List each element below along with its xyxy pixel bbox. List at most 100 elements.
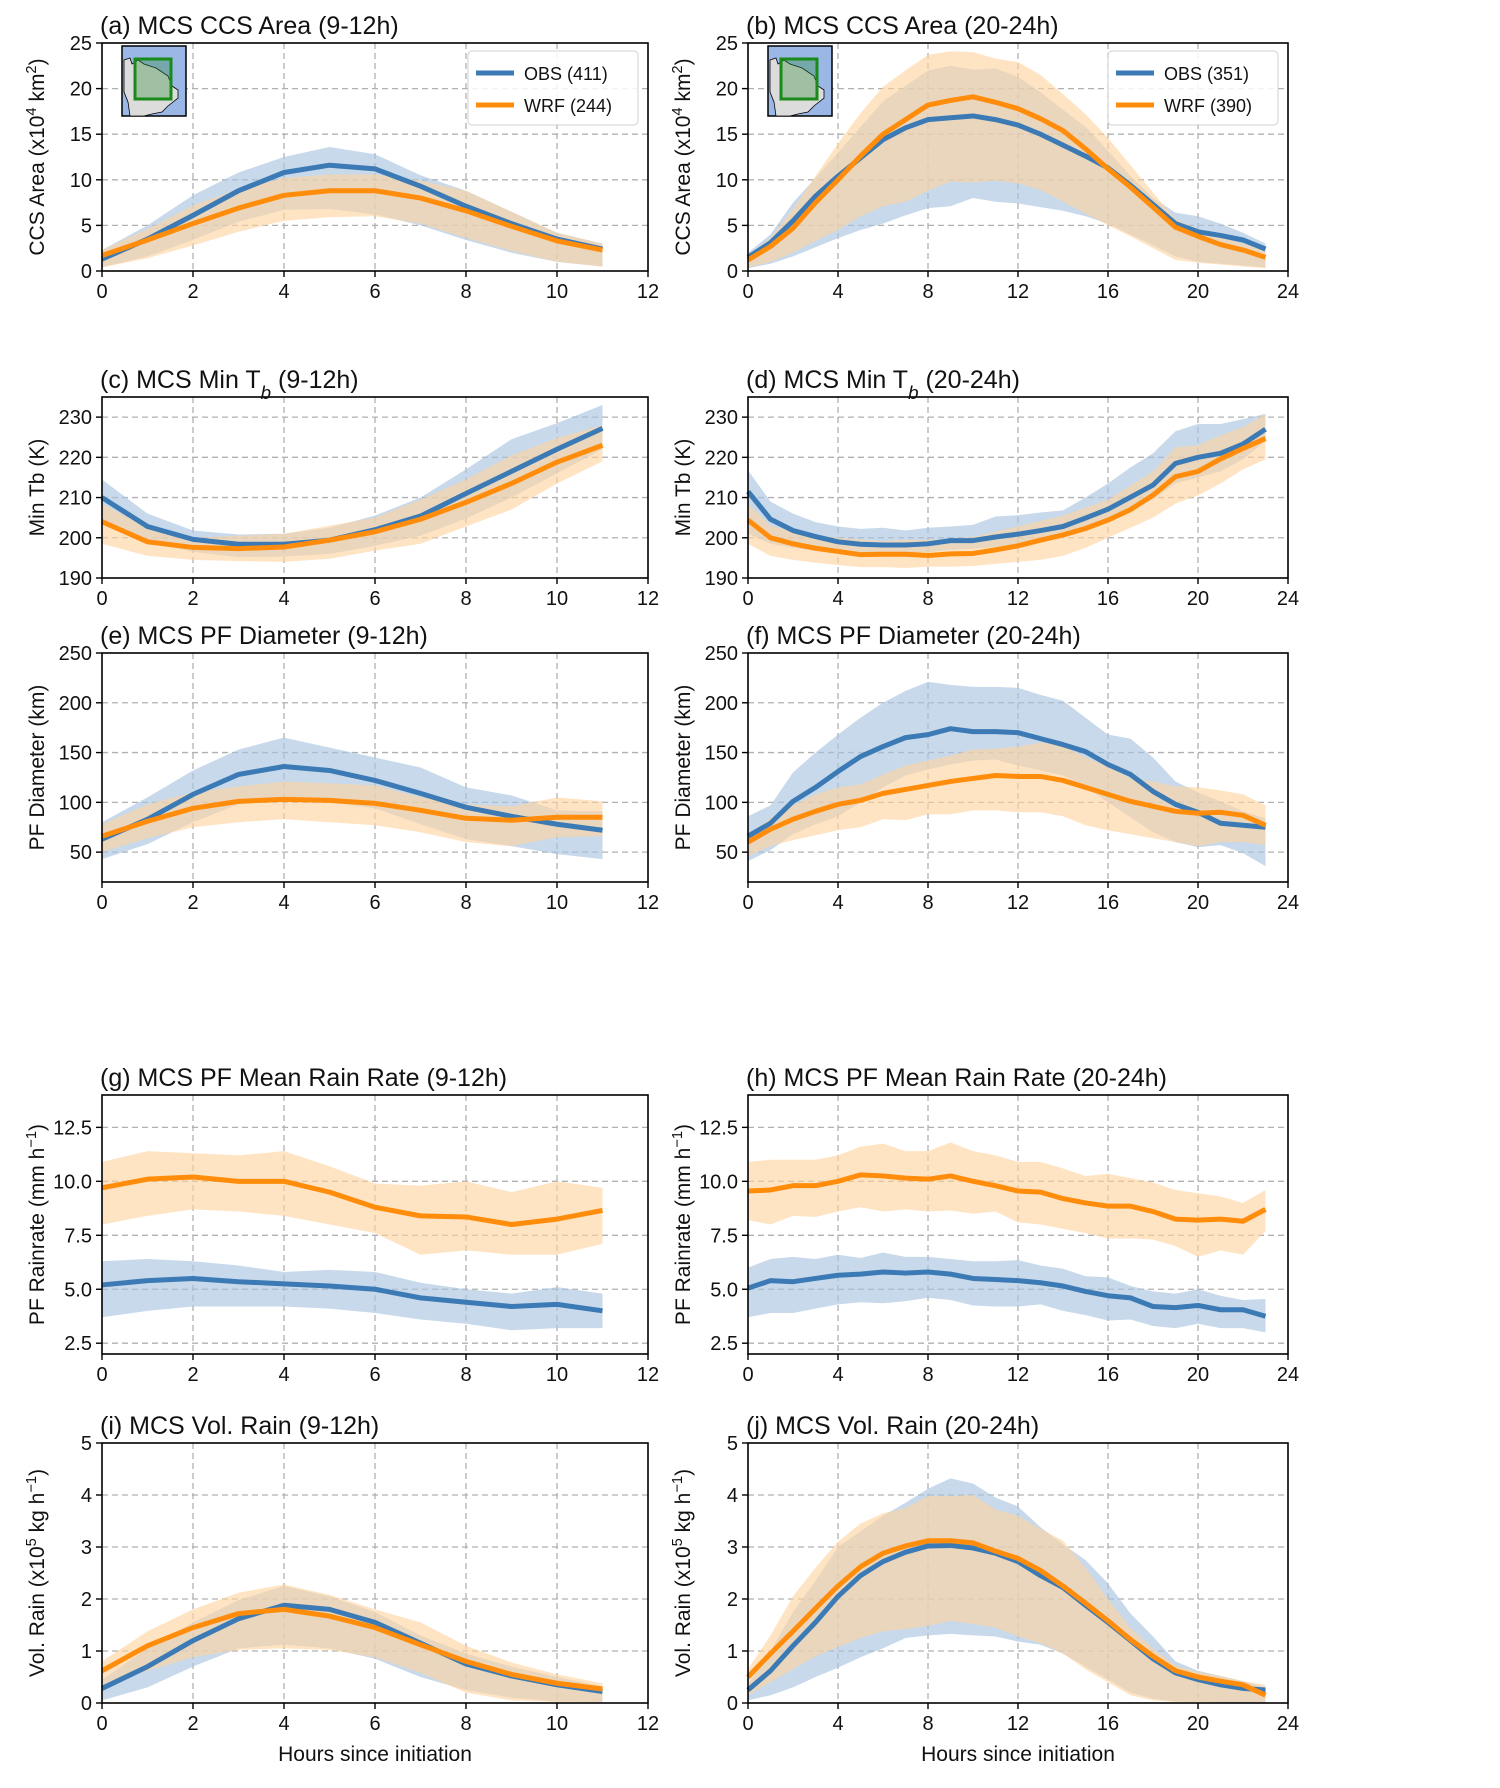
band-wrf [748, 1142, 1266, 1257]
panel-title: (h) MCS PF Mean Rain Rate (20-24h) [746, 1064, 1167, 1092]
y-tick-label: 3 [727, 1537, 738, 1559]
y-tick-label: 50 [716, 842, 738, 864]
x-tick-label: 24 [1277, 1713, 1299, 1735]
y-tick-label: 220 [705, 447, 738, 469]
x-tick-label: 2 [187, 1364, 198, 1386]
y-tick-label: 150 [705, 743, 738, 765]
y-tick-label: 250 [59, 643, 92, 665]
band-wrf [102, 1584, 603, 1702]
y-tick-label: 200 [59, 528, 92, 550]
y-axis-label: Vol. Rain (x105 kg h−1) [24, 1469, 49, 1677]
x-tick-label: 12 [637, 1713, 659, 1735]
x-tick-label: 8 [922, 1713, 933, 1735]
band-wrf [748, 51, 1266, 269]
x-tick-label: 4 [278, 892, 289, 914]
x-tick-label: 8 [460, 892, 471, 914]
x-tick-label: 24 [1277, 1364, 1299, 1386]
panel-title: (a) MCS CCS Area (9-12h) [100, 12, 399, 40]
x-tick-label: 0 [96, 588, 107, 610]
legend-label: WRF (244) [524, 96, 612, 116]
y-tick-label: 0 [727, 261, 738, 283]
x-tick-label: 12 [1007, 281, 1029, 303]
x-tick-label: 4 [832, 1713, 843, 1735]
x-tick-label: 0 [742, 588, 753, 610]
map-land [769, 57, 825, 117]
x-tick-label: 10 [546, 1713, 568, 1735]
y-tick-label: 25 [716, 33, 738, 55]
x-tick-label: 6 [369, 1364, 380, 1386]
x-tick-label: 10 [546, 588, 568, 610]
x-tick-label: 0 [96, 892, 107, 914]
legend-label: OBS (351) [1164, 64, 1249, 84]
x-tick-label: 8 [460, 1713, 471, 1735]
x-tick-label: 16 [1097, 1364, 1119, 1386]
x-tick-label: 20 [1187, 892, 1209, 914]
legend-label: OBS (411) [524, 64, 608, 84]
band-obs [102, 1259, 603, 1331]
x-tick-label: 12 [637, 588, 659, 610]
y-tick-label: 1 [727, 1641, 738, 1663]
x-tick-label: 4 [278, 281, 289, 303]
x-tick-label: 2 [187, 281, 198, 303]
x-tick-label: 16 [1097, 1713, 1119, 1735]
x-tick-label: 0 [742, 1713, 753, 1735]
y-tick-label: 20 [70, 79, 92, 101]
x-tick-label: 4 [278, 588, 289, 610]
y-tick-label: 0 [81, 261, 92, 283]
y-tick-label: 150 [59, 743, 92, 765]
y-tick-label: 220 [59, 447, 92, 469]
x-tick-label: 8 [922, 892, 933, 914]
x-axis-label: Hours since initiation [278, 1743, 472, 1766]
y-tick-label: 210 [59, 488, 92, 510]
series-line-obs [746, 427, 1267, 548]
y-tick-label: 20 [716, 79, 738, 101]
panel-c: 0 2 4 6 8 10 12 190 200 210 220 230 (c) MCS Min Tb (… [26, 366, 659, 610]
x-tick-label: 0 [96, 281, 107, 303]
y-tick-label: 10 [70, 170, 92, 192]
panel-d: 0 4 8 12 16 20 24 190 200 210 220 230 (d) MCS Min Tb… [672, 366, 1299, 610]
y-axis-label: Min Tb (K) [672, 439, 695, 537]
x-tick-label: 12 [1007, 892, 1029, 914]
x-tick-label: 6 [369, 1713, 380, 1735]
x-tick-label: 0 [742, 892, 753, 914]
y-tick-label: 25 [70, 33, 92, 55]
x-tick-label: 24 [1277, 892, 1299, 914]
y-axis-label: Min Tb (K) [26, 439, 49, 537]
y-tick-label: 15 [70, 124, 92, 146]
inset-map [121, 45, 187, 117]
y-tick-label: 4 [81, 1485, 92, 1507]
series-line-wrf [746, 1538, 1267, 1698]
series-line-wrf [747, 1172, 1267, 1224]
y-tick-label: 5 [81, 1433, 92, 1455]
x-tick-label: 0 [742, 281, 753, 303]
y-axis-label: PF Rainrate (mm h−1) [24, 1124, 49, 1325]
y-tick-label: 2 [727, 1589, 738, 1611]
panel-g: 0 2 4 6 8 10 12 2.5 5.0 7.5 10.0 12.5 (g) MCS PF Mea… [24, 1064, 659, 1386]
x-tick-label: 10 [546, 281, 568, 303]
series-line-obs [747, 1269, 1267, 1319]
map-domain-box [779, 57, 819, 101]
series-line-wrf [100, 1606, 603, 1692]
map-land [123, 57, 179, 117]
inset-map [767, 45, 833, 117]
y-axis-label: PF Diameter (km) [672, 685, 695, 851]
x-tick-label: 24 [1277, 588, 1299, 610]
x-tick-label: 4 [278, 1364, 289, 1386]
y-tick-label: 190 [59, 568, 92, 590]
y-tick-label: 190 [705, 568, 738, 590]
x-tick-label: 16 [1097, 588, 1119, 610]
band-wrf [748, 1495, 1266, 1703]
y-tick-label: 5 [727, 215, 738, 237]
x-tick-label: 6 [369, 281, 380, 303]
y-tick-label: 12.5 [699, 1117, 738, 1139]
x-tick-label: 10 [546, 892, 568, 914]
y-axis-label: CCS Area (x104 km2) [24, 58, 49, 255]
y-tick-label: 5 [81, 215, 92, 237]
y-tick-label: 5 [727, 1433, 738, 1455]
x-tick-label: 20 [1187, 281, 1209, 303]
x-tick-label: 12 [1007, 1713, 1029, 1735]
x-tick-label: 6 [369, 588, 380, 610]
series-line-wrf [100, 442, 604, 552]
